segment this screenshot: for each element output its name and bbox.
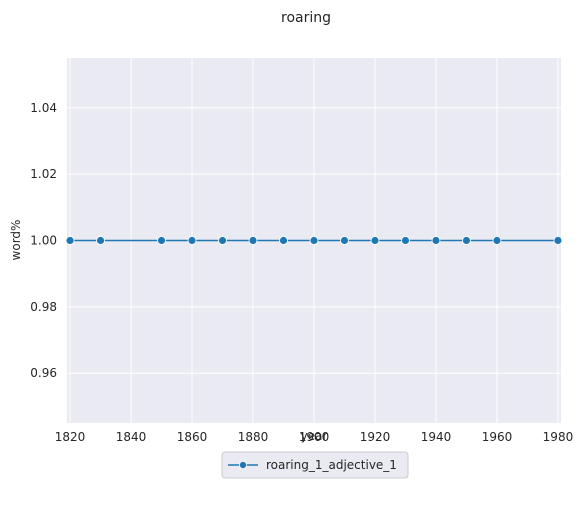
data-point <box>462 236 471 245</box>
x-tick-label: 1920 <box>360 430 391 444</box>
y-tick-label: 0.96 <box>30 366 57 380</box>
x-tick-label: 1860 <box>177 430 208 444</box>
data-point <box>401 236 410 245</box>
legend: roaring_1_adjective_1 <box>221 451 409 479</box>
data-point <box>248 236 258 245</box>
x-tick-label: 1840 <box>116 430 147 444</box>
data-point <box>96 236 105 245</box>
data-point <box>492 236 502 245</box>
y-tick-label: 0.98 <box>30 300 57 314</box>
x-tick-label: 1980 <box>543 430 574 444</box>
data-point <box>309 236 319 245</box>
y-tick-label: 1.04 <box>30 101 57 115</box>
chart-title: roaring <box>281 10 331 26</box>
x-axis-ticks: 1820 1840 1860 1880 1900 1920 1940 1960 1980 <box>55 430 573 444</box>
data-point <box>553 236 563 245</box>
data-point <box>157 236 166 245</box>
data-point <box>431 236 441 245</box>
x-tick-label: 1940 <box>421 430 452 444</box>
x-tick-label: 1820 <box>55 430 86 444</box>
y-tick-label: 1.00 <box>30 234 57 248</box>
data-point <box>218 236 227 245</box>
legend-label: roaring_1_adjective_1 <box>266 458 397 472</box>
data-point <box>279 236 288 245</box>
data-point <box>187 236 197 245</box>
data-point <box>340 236 349 245</box>
y-axis-label: word% <box>9 220 23 261</box>
series-group <box>65 236 563 245</box>
legend-box <box>221 451 409 479</box>
x-axis-label: year <box>301 429 328 443</box>
data-point <box>370 236 380 245</box>
x-tick-label: 1880 <box>238 430 269 444</box>
legend-marker <box>238 460 247 469</box>
x-tick-label: 1960 <box>482 430 513 444</box>
data-point <box>65 236 75 245</box>
x-tick-label: 1900 <box>299 430 330 444</box>
y-tick-label: 1.02 <box>30 167 57 181</box>
y-axis-ticks: 0.96 0.98 1.00 1.02 1.04 <box>30 101 57 380</box>
